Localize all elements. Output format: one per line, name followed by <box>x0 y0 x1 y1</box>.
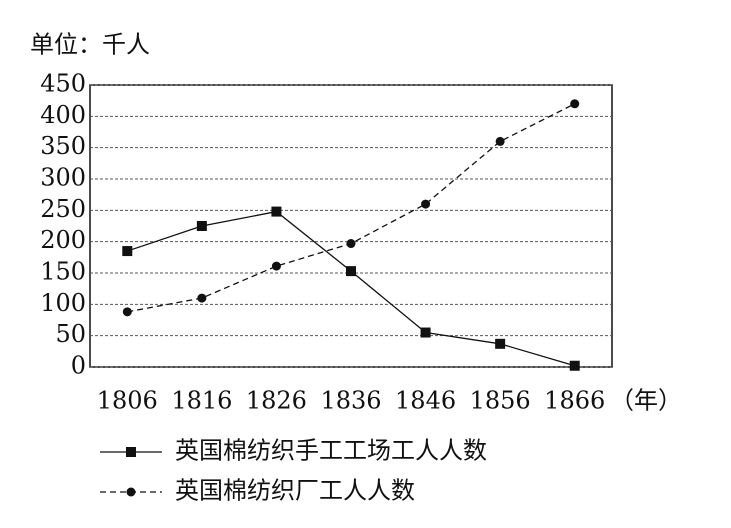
x-tick-label: 1846 <box>395 387 456 415</box>
x-axis-label: （年） <box>610 387 682 415</box>
x-tick-label: 1816 <box>171 387 232 415</box>
marker <box>271 261 281 271</box>
series-line <box>127 210 575 367</box>
marker <box>197 293 207 303</box>
marker <box>495 338 506 349</box>
marker <box>196 221 207 231</box>
x-tick-label: 1806 <box>97 387 158 415</box>
y-tick-label: 150 <box>40 258 86 286</box>
x-tick-label: 1826 <box>246 387 307 415</box>
y-tick-label: 50 <box>55 320 86 348</box>
x-tick-label: 1856 <box>470 387 531 415</box>
marker <box>495 136 505 146</box>
y-tick-label: 350 <box>40 132 86 160</box>
marker <box>122 307 132 317</box>
y-tick-label: 300 <box>40 164 86 192</box>
plot-frame <box>89 84 613 368</box>
y-tick-label: 0 <box>71 352 86 380</box>
y-tick-label: 200 <box>40 226 86 254</box>
legend-marker <box>126 487 136 497</box>
marker <box>122 246 133 257</box>
marker <box>570 99 580 109</box>
y-axis-label: 单位：千人 <box>30 31 150 59</box>
marker <box>569 360 580 371</box>
series-line <box>127 103 576 313</box>
y-tick-label: 450 <box>40 70 86 98</box>
legend-marker <box>126 447 136 457</box>
y-tick-label: 100 <box>40 289 86 317</box>
x-tick-label: 1866 <box>544 387 605 415</box>
marker <box>346 239 356 249</box>
marker <box>421 199 431 209</box>
legend-label: 英国棉纺织手工工场工人人数 <box>175 437 487 465</box>
y-tick-label: 250 <box>40 195 86 223</box>
y-tick-label: 400 <box>40 101 86 129</box>
x-tick-label: 1836 <box>320 387 381 415</box>
marker <box>420 327 431 338</box>
marker <box>346 266 356 277</box>
legend-label: 英国棉纺织厂工人人数 <box>175 477 415 505</box>
marker <box>271 206 282 217</box>
